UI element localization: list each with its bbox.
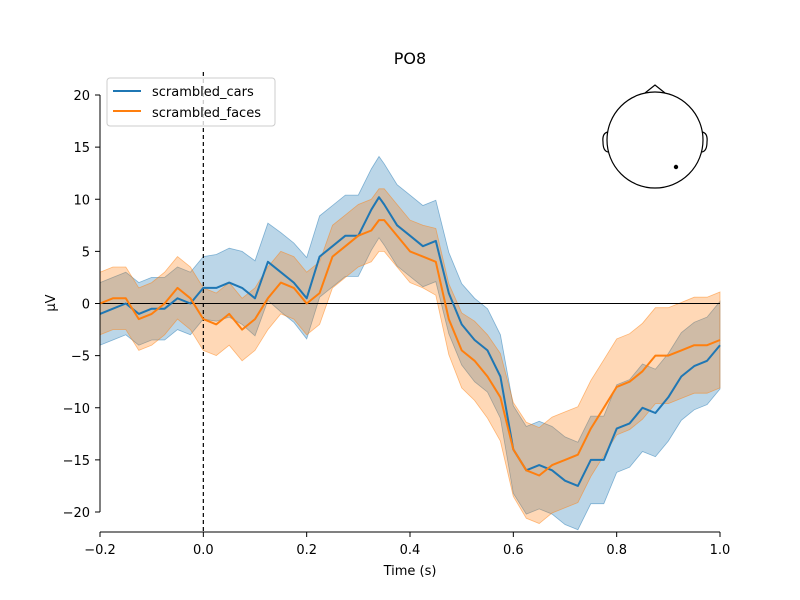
legend-label-scrambled-cars: scrambled_cars: [152, 85, 254, 100]
y-tick-label: −5: [71, 350, 90, 365]
legend-label-scrambled-faces: scrambled_faces: [152, 106, 261, 121]
head-right-ear: [701, 131, 708, 153]
x-ticks: −0.2 0.0 0.2 0.4 0.6 0.8 1.0: [84, 532, 730, 558]
legend: scrambled_cars scrambled_faces: [106, 77, 276, 127]
head-nose: [644, 84, 666, 94]
y-ticks: −20 −15 −10 −5 0 5 10 15 20: [63, 89, 100, 521]
legend-box: [106, 77, 276, 127]
x-tick-label: 0.2: [296, 543, 317, 558]
x-tick-label: 0.8: [606, 543, 627, 558]
x-tick-label: 1.0: [710, 543, 731, 558]
chart-title: PO8: [394, 49, 426, 68]
x-tick-label: 0.0: [193, 543, 214, 558]
y-tick-label: −15: [63, 454, 90, 469]
x-tick-label: −0.2: [84, 543, 116, 558]
head-left-ear: [602, 131, 609, 153]
confidence-bands: [99, 155, 721, 531]
y-tick-label: −20: [63, 506, 90, 521]
ci-band-scrambled-faces: [99, 188, 721, 524]
ci-band-scrambled-cars: [99, 155, 721, 531]
x-tick-label: 0.6: [503, 543, 524, 558]
y-tick-label: 0: [82, 298, 90, 313]
series-lines: [99, 196, 721, 487]
series-line-scrambled-cars: [99, 196, 721, 487]
y-axis-label: µV: [44, 294, 59, 311]
y-tick-label: 5: [82, 245, 90, 260]
y-tick-label: −10: [63, 402, 90, 417]
head-outline: [606, 91, 704, 189]
series-line-scrambled-faces: [99, 219, 721, 477]
sensor-dot-po8: [673, 164, 679, 170]
sensor-head-inset: [602, 84, 708, 189]
x-tick-label: 0.4: [400, 543, 421, 558]
x-axis-label: Time (s): [383, 564, 437, 579]
y-tick-label: 10: [73, 193, 90, 208]
y-tick-label: 15: [73, 141, 90, 156]
y-tick-label: 20: [73, 89, 90, 104]
